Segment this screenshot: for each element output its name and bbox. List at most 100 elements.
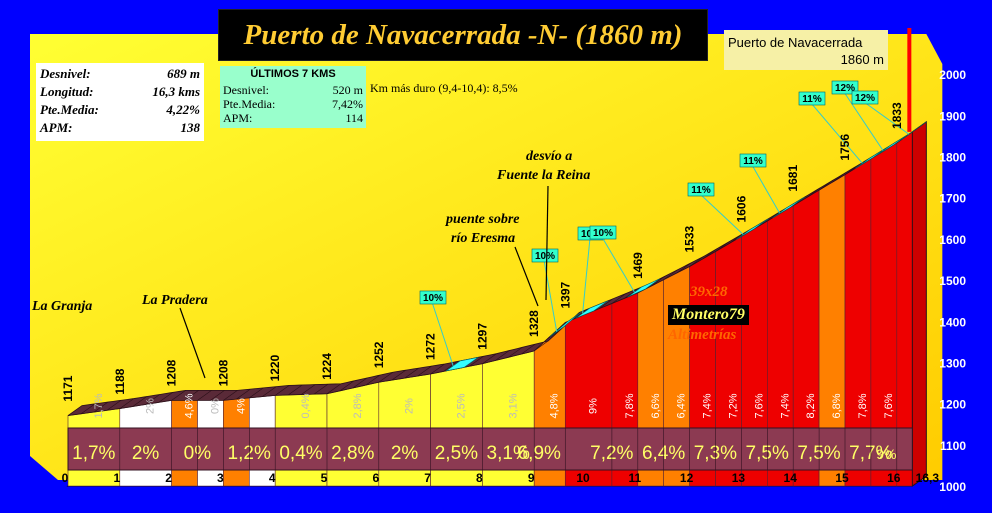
stat-value: 4,22% <box>166 102 200 117</box>
stat-row: Pte.Media: 4,22% <box>40 102 200 118</box>
summit-altitude: 1860 m <box>840 52 884 67</box>
altitude-label: 1208 <box>165 359 179 386</box>
profile-hatch <box>326 383 342 395</box>
stat-value: 689 m <box>167 66 200 81</box>
x-tick-label: 5 <box>321 471 328 485</box>
summit-label: Puerto de Navacerrada 1860 m <box>724 30 888 70</box>
last7-row: APM: 114 <box>223 111 363 125</box>
mini-grade-label: 2,5% <box>456 393 468 418</box>
profile-hatch <box>171 390 186 401</box>
mini-grade-label: 2% <box>145 398 157 414</box>
profile-hatch <box>80 403 96 415</box>
profile-hatch <box>689 256 704 267</box>
x-tick-label: 2 <box>165 471 172 485</box>
summit-name: Puerto de Navacerrada <box>728 35 863 50</box>
profile-hatch <box>844 164 860 175</box>
chart-title: Puerto de Navacerrada -N- (1860 m) <box>218 9 708 61</box>
altitude-label: 1220 <box>268 354 282 381</box>
ramp-leader <box>810 102 863 164</box>
profile-hatch <box>715 241 730 252</box>
credit-site: Altimetrías <box>668 327 737 343</box>
profile-hatch <box>598 298 614 309</box>
altitude-label: 1533 <box>683 225 697 252</box>
y-tick-label: 1300 <box>939 356 966 370</box>
mini-grade-label: 2% <box>404 398 416 414</box>
profile-hatch <box>119 398 134 409</box>
mini-grade-label: 7,6% <box>753 393 765 418</box>
last7-value: 114 <box>345 111 363 125</box>
last7-label: Pte.Media: <box>223 97 276 111</box>
profile-hatch <box>495 350 510 361</box>
altitude-label: 1208 <box>216 359 230 386</box>
profile-hatch <box>482 353 497 364</box>
mini-grade-label: 4,6% <box>184 393 196 418</box>
x-tick-label: 14 <box>784 471 798 485</box>
ramp-label-box <box>589 225 617 240</box>
ramp-label-box <box>531 248 559 263</box>
x-tick-label: 3 <box>217 471 224 485</box>
mini-grade-label: 7,8% <box>857 393 869 418</box>
profile-hatch <box>339 380 355 392</box>
y-tick-label: 1900 <box>939 109 966 123</box>
grade-label: 0,4% <box>279 443 322 464</box>
profile-hatch <box>534 340 549 352</box>
profile-hatch <box>430 363 445 375</box>
mini-grade-label: 7,8% <box>624 393 636 418</box>
puente-label-1: puente sobre <box>446 212 520 227</box>
profile-hatch <box>624 287 640 299</box>
summit-pole <box>907 28 912 132</box>
last-7km-header: ÚLTIMOS 7 KMS <box>250 68 336 80</box>
last-7km-panel: ÚLTIMOS 7 KMS Desnivel: 520 m Pte.Media: 7… <box>220 66 366 128</box>
ramp-highlight <box>736 218 769 240</box>
x-tick-label: 13 <box>732 471 746 485</box>
profile-hatch <box>313 383 329 395</box>
stats-panel: Desnivel: 689 m Longitud: 16,3 kms Pte.Med… <box>36 63 204 141</box>
x-tick-label: 16,3 <box>916 471 940 485</box>
credit-ratio: 39x28 <box>690 284 728 300</box>
ramp-highlight <box>772 196 805 219</box>
mini-grade-label: 8,2% <box>805 393 817 418</box>
profile-hatch <box>676 262 691 274</box>
x-tick-label: 11 <box>628 471 641 485</box>
profile-hatch <box>365 374 381 386</box>
mini-grade-label: 4% <box>235 398 247 414</box>
ramp-label: 11% <box>691 185 711 196</box>
profile-hatch <box>818 179 834 191</box>
altitude-label: 1606 <box>734 195 748 222</box>
stat-label: Longitud: <box>40 84 94 99</box>
y-tick-label: 1200 <box>939 398 966 412</box>
mini-grade-label: 6,6% <box>650 393 662 418</box>
y-tick-label: 1600 <box>939 233 966 247</box>
y-tick-label: 1700 <box>939 192 966 206</box>
altitude-label: 1328 <box>527 310 541 337</box>
x-tick-label: 8 <box>476 471 483 485</box>
profile-hatch <box>145 394 160 405</box>
profile-side <box>911 120 927 487</box>
ramp-label: 10% <box>593 228 613 239</box>
la-pradera-label: La Pradera <box>142 293 208 308</box>
profile-hatch <box>805 187 821 199</box>
profile-hatch <box>728 233 743 245</box>
ramp-leader <box>582 237 591 314</box>
profile-hatch <box>210 390 225 401</box>
ramp-label: 10% <box>423 293 443 304</box>
ramp-highlight <box>549 311 583 337</box>
ramp-highlight <box>575 300 608 319</box>
altitude-label: 1224 <box>320 353 334 380</box>
ramp-leader <box>863 101 910 135</box>
last7-label: APM: <box>223 111 253 125</box>
mini-grade-label: 7,4% <box>779 393 791 418</box>
y-tick-label: 1400 <box>939 315 966 329</box>
altitude-label: 1297 <box>475 323 489 350</box>
profile-hatch <box>275 385 290 396</box>
grade-label: 6,9% <box>518 443 561 464</box>
stat-label: Desnivel: <box>40 66 91 81</box>
x-tick-label: 16 <box>887 471 901 485</box>
y-tick-label: 1000 <box>939 480 966 494</box>
stat-label: APM: <box>40 120 73 135</box>
ramp-label: 11% <box>743 156 763 167</box>
puente-leader <box>514 246 539 307</box>
ramp-label-box <box>831 80 859 95</box>
